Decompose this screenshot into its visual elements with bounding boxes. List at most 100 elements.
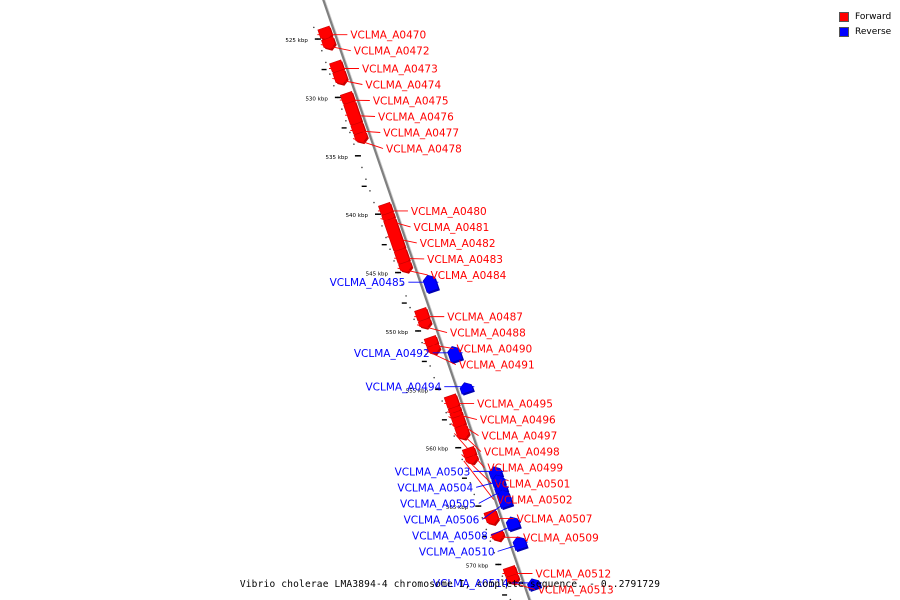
gene-label[interactable]: VCLMA_A0481	[414, 222, 490, 234]
gene-label[interactable]: VCLMA_A0506	[404, 514, 480, 526]
scale-dot	[489, 540, 492, 542]
gene-label[interactable]: VCLMA_A0501	[495, 479, 571, 491]
gene-leader-line	[386, 236, 417, 244]
sequence-backbone	[322, 0, 532, 600]
scale-ticks: 525 kbp 530 kbp 535 kbp 540 kbp 545 kbp 550 k…	[285, 26, 512, 600]
scale-dot	[469, 481, 472, 484]
gene-label[interactable]: VCLMA_A0492	[354, 348, 430, 360]
gene-label[interactable]: VCLMA_A0473	[362, 63, 438, 75]
gene-arrow[interactable]	[317, 25, 333, 41]
gene-arrow[interactable]	[483, 509, 499, 525]
legend-forward: Forward	[839, 9, 891, 24]
gene-leader-line	[497, 541, 528, 552]
gene-leader-line	[345, 114, 376, 117]
scale-tick-label: 525 kbp	[285, 38, 308, 44]
gene-arrow[interactable]	[490, 530, 505, 542]
gene-arrow[interactable]	[496, 489, 514, 509]
gene-label[interactable]: VCLMA_A0495	[477, 399, 553, 411]
gene-leader-line	[461, 454, 492, 484]
gene-label[interactable]: VCLMA_A0476	[378, 111, 454, 123]
gene-label[interactable]: VCLMA_A0502	[497, 495, 573, 507]
gene-leader-line	[425, 350, 457, 366]
gene-label[interactable]: VCLMA_A0487	[447, 312, 523, 324]
scale-dot	[313, 26, 315, 29]
scale-dot	[365, 178, 367, 180]
gene-label[interactable]: VCLMA_A0488	[450, 328, 526, 340]
scale-dot	[501, 575, 504, 577]
gene-label[interactable]: VCLMA_A0475	[373, 95, 449, 107]
forward-swatch	[839, 11, 849, 22]
scale-dot	[325, 61, 327, 64]
scale-dot	[321, 49, 323, 52]
scale-dot	[385, 236, 387, 239]
gene-label[interactable]: VCLMA_A0499	[487, 463, 563, 475]
scale-dot	[433, 376, 435, 379]
gene-label[interactable]: VCLMA_A0509	[523, 532, 599, 544]
gene-leader-line	[423, 343, 454, 350]
gene-label[interactable]: VCLMA_A0510	[419, 546, 495, 558]
scale-tick-label: 535 kbp	[326, 155, 349, 161]
scale-dot	[369, 190, 371, 192]
backbone-line	[322, 0, 531, 600]
gene-label[interactable]: VCLMA_A0514	[433, 578, 509, 590]
scale-dot	[505, 587, 508, 589]
scale-dot	[421, 341, 423, 344]
scale-dot	[381, 225, 383, 227]
gene-label[interactable]: VCLMA_A0494	[366, 382, 442, 394]
gene-arrow[interactable]	[459, 382, 474, 395]
gene-label[interactable]: VCLMA_A0503	[395, 466, 471, 478]
scale-tick-label: 540 kbp	[346, 213, 369, 219]
gene-label[interactable]: VCLMA_A0491	[459, 360, 535, 372]
scale-dot	[425, 353, 427, 356]
gene-label[interactable]: VCLMA_A0472	[354, 46, 430, 58]
gene-label[interactable]: VCLMA_A0496	[480, 415, 556, 427]
gene-label[interactable]: VCLMA_A0482	[420, 238, 496, 250]
gene-arrow[interactable]	[454, 423, 470, 440]
gene-leader-line	[490, 521, 521, 536]
gene-label[interactable]: VCLMA_A0478	[386, 143, 462, 155]
gene-leader-line	[504, 580, 536, 590]
gene-label[interactable]: VCLMA_A0490	[456, 344, 532, 356]
gene-label[interactable]: VCLMA_A0513	[538, 584, 614, 596]
scale-dot	[409, 306, 411, 309]
gene-label[interactable]: VCLMA_A0484	[431, 270, 507, 282]
gene-label[interactable]: VCLMA_A0485	[330, 277, 406, 289]
legend-reverse-label: Reverse	[855, 26, 892, 37]
scale-tick-label: 555 kbp	[406, 388, 429, 394]
gene-label[interactable]: VCLMA_A0477	[383, 127, 459, 139]
gene-leader-line	[446, 411, 478, 421]
scale-dot	[441, 400, 443, 402]
scale-tick-label: 570 kbp	[466, 563, 489, 569]
gene-leader-line	[478, 486, 509, 504]
scale-dot	[405, 295, 407, 297]
legend-reverse: Reverse	[839, 24, 891, 39]
gene-label[interactable]: VCLMA_A0474	[365, 79, 441, 91]
scale-dot	[485, 528, 488, 531]
sequence-caption: Vibrio cholerae LMA3894-4 chromosome I, …	[239, 579, 661, 590]
scale-tick-label: 530 kbp	[305, 96, 328, 102]
gene-arrow[interactable]	[422, 274, 439, 293]
gene-label[interactable]: VCLMA_A0508	[412, 530, 488, 542]
gene-arrow[interactable]	[527, 578, 542, 591]
scale-dot	[353, 143, 355, 145]
gene-label[interactable]: VCLMA_A0498	[484, 447, 560, 459]
gene-label[interactable]: VCLMA_A0470	[350, 30, 426, 42]
gene-arrow[interactable]	[321, 36, 336, 50]
gene-leader-line	[463, 460, 495, 500]
gene-label[interactable]: VCLMA_A0507	[517, 514, 593, 526]
gene-leader-line	[454, 433, 485, 468]
gene-label[interactable]: VCLMA_A0504	[397, 482, 473, 494]
gene-arrow[interactable]	[512, 536, 528, 552]
scale-dot	[453, 435, 456, 437]
gene-label[interactable]: VCLMA_A0483	[427, 254, 503, 266]
gene-label[interactable]: VCLMA_A0512	[535, 568, 611, 580]
gene-label[interactable]: VCLMA_A0505	[400, 498, 476, 510]
gene-label[interactable]: VCLMA_A0480	[411, 206, 487, 218]
scale-dot	[461, 458, 464, 461]
gene-arrow[interactable]	[447, 346, 463, 364]
reverse-swatch	[839, 26, 849, 37]
gene-leader-line	[352, 138, 384, 149]
gene-label[interactable]: VCLMA_A0497	[482, 431, 558, 443]
gene-leader-line	[394, 257, 425, 260]
